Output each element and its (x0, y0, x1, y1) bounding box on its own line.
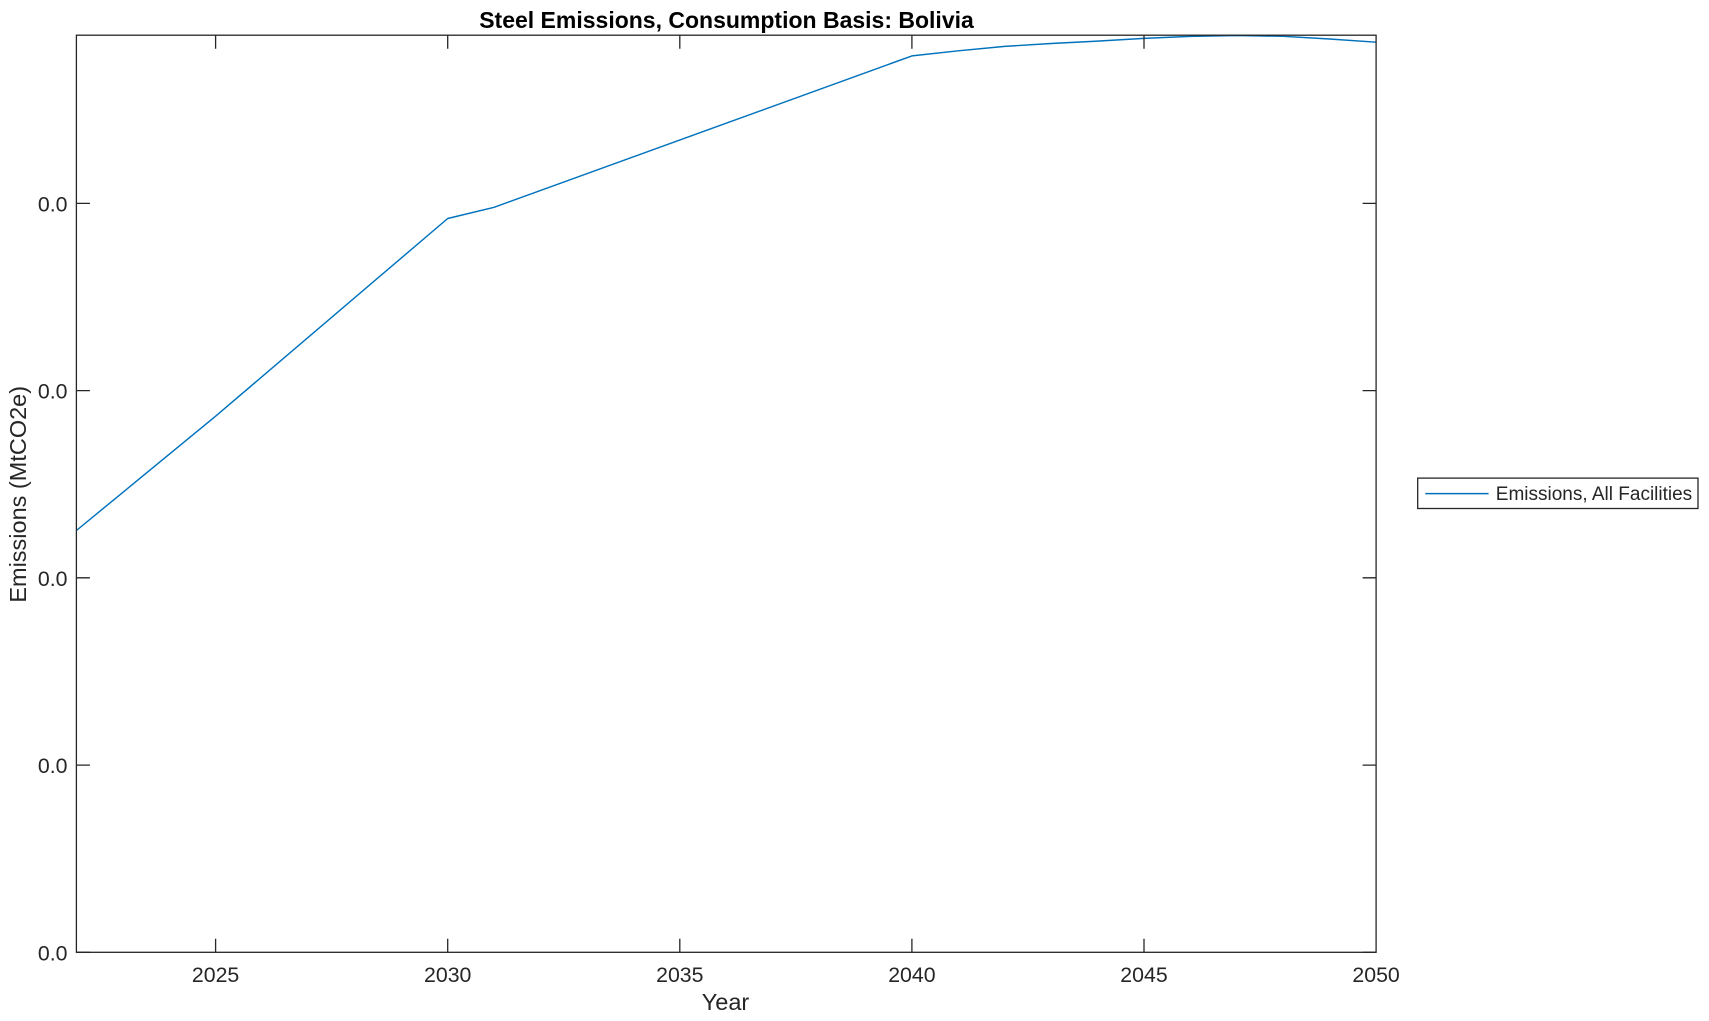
svg-text:0.0: 0.0 (38, 567, 68, 591)
svg-text:2025: 2025 (192, 963, 239, 987)
svg-text:0.0: 0.0 (38, 941, 68, 965)
svg-text:2030: 2030 (424, 963, 472, 987)
svg-text:Emissions (MtCO2e): Emissions (MtCO2e) (5, 386, 31, 603)
svg-text:2045: 2045 (1120, 963, 1167, 987)
svg-text:2040: 2040 (888, 963, 936, 987)
svg-text:2035: 2035 (656, 963, 703, 987)
svg-text:0.0: 0.0 (38, 192, 68, 216)
svg-text:0.0: 0.0 (38, 380, 68, 404)
svg-text:Year: Year (702, 989, 750, 1015)
svg-text:0.0: 0.0 (38, 754, 68, 778)
svg-text:2050: 2050 (1352, 963, 1400, 987)
svg-text:Emissions, All Facilities: Emissions, All Facilities (1496, 484, 1692, 505)
svg-text:Steel Emissions, Consumption B: Steel Emissions, Consumption Basis: Boli… (479, 7, 974, 33)
